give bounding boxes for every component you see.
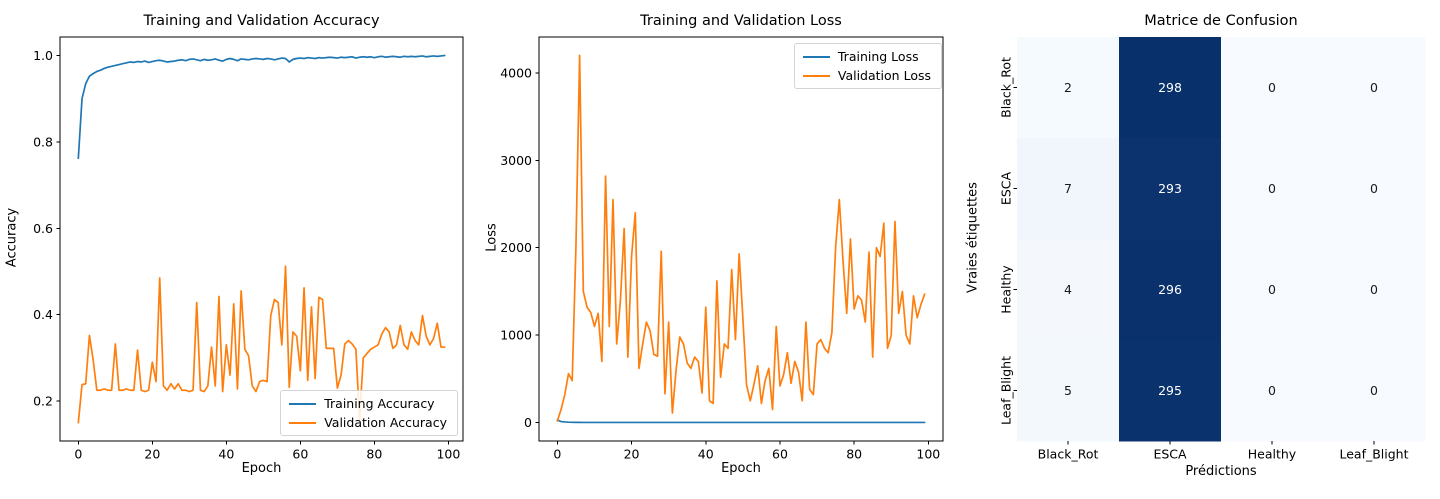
- loss-legend-label: Validation Loss: [837, 68, 931, 83]
- loss-y-tick-label: 1000: [500, 328, 532, 343]
- loss-x-tick-label: 60: [772, 447, 788, 462]
- confusion-cell-Leaf_Blight-Healthy: [1221, 340, 1324, 442]
- confusion-y-tick-label: Black_Rot: [999, 57, 1014, 118]
- loss-legend-swatch: [802, 74, 830, 77]
- loss-legend-item: Training Loss: [802, 49, 931, 64]
- confusion-cell-Healthy-Black_Rot: [1017, 239, 1120, 341]
- confusion-x-tick-label: Leaf_Blight: [1339, 447, 1408, 462]
- loss-y-axis-label: Loss: [484, 223, 500, 252]
- confusion-cell-value: 295: [1158, 383, 1182, 398]
- loss-y-tick-label: 0: [524, 415, 532, 430]
- loss-chart-panel: 0 20 40 60 80 100 0 1000 2000 3000 4000 Training a…: [480, 0, 960, 499]
- loss-legend: Training Loss Validation Loss: [793, 43, 942, 89]
- accuracy-x-tick-label: 0: [74, 447, 82, 462]
- accuracy-legend-label: Training Accuracy: [324, 396, 435, 411]
- accuracy-x-axis-label: Epoch: [241, 461, 282, 476]
- loss-x-tick-label: 20: [624, 447, 640, 462]
- confusion-cell-value: 5: [1064, 383, 1072, 398]
- confusion-cell-value: 7: [1064, 181, 1072, 196]
- accuracy-x-tick-label: 40: [218, 447, 234, 462]
- confusion-matrix-panel: 2 298 0 0 7 293 0 0 4 296 0 0 5 295 0 0 Black_Rot ESCA Hea…: [960, 0, 1440, 499]
- validation-accuracy-line: [77, 265, 446, 424]
- confusion-cell-value: 298: [1158, 80, 1182, 95]
- accuracy-legend-item: Training Accuracy: [289, 396, 447, 411]
- confusion-cell-value: 0: [1268, 80, 1276, 95]
- accuracy-legend-label: Validation Accuracy: [324, 415, 447, 430]
- confusion-matrix-title: Matrice de Confusion: [1144, 13, 1298, 29]
- confusion-matrix-plot-area: 2 298 0 0 7 293 0 0 4 296 0 0 5 295 0 0 Black_Rot ESCA Hea…: [999, 37, 1426, 462]
- loss-x-tick-label: 40: [698, 447, 714, 462]
- loss-y-tick-label: 3000: [500, 153, 532, 168]
- confusion-cell-Healthy-ESCA: [1119, 239, 1222, 341]
- accuracy-axes-frame: [59, 36, 464, 442]
- loss-legend-swatch: [802, 55, 830, 58]
- accuracy-chart-panel: 0 20 40 60 80 100 0.2 0.4 0.6 0.8 1.0 Training and…: [0, 0, 480, 499]
- accuracy-legend-item: Validation Accuracy: [289, 415, 447, 430]
- confusion-cell-value: 4: [1064, 282, 1072, 297]
- training-accuracy-line: [77, 54, 446, 160]
- confusion-cell-value: 0: [1370, 383, 1378, 398]
- confusion-y-tick-label: Healthy: [999, 265, 1014, 314]
- confusion-cell-ESCA-ESCA: [1119, 138, 1222, 240]
- confusion-y-tick-label: Leaf_Blight: [999, 356, 1014, 425]
- accuracy-chart-title: Training and Validation Accuracy: [143, 13, 380, 29]
- loss-y-tick-label: 2000: [500, 240, 532, 255]
- confusion-cell-Black_Rot-Black_Rot: [1017, 37, 1120, 139]
- confusion-x-axis-label: Prédictions: [1185, 464, 1257, 479]
- accuracy-y-axis-label: Accuracy: [4, 207, 20, 268]
- accuracy-legend-swatch: [289, 421, 317, 424]
- confusion-cell-ESCA-Leaf_Blight: [1323, 138, 1426, 240]
- validation-loss-line: [556, 54, 926, 422]
- confusion-x-tick-label: Black_Rot: [1038, 447, 1099, 462]
- confusion-cell-value: 293: [1158, 181, 1182, 196]
- loss-x-tick-label: 100: [916, 447, 940, 462]
- confusion-cell-value: 0: [1370, 80, 1378, 95]
- accuracy-plot-area: 0 20 40 60 80 100 0.2 0.4 0.6 0.8 1.0: [33, 36, 464, 462]
- accuracy-legend-swatch: [289, 402, 317, 405]
- loss-legend-label: Training Loss: [837, 49, 919, 64]
- loss-legend-item: Validation Loss: [802, 68, 931, 83]
- confusion-cell-Black_Rot-Healthy: [1221, 37, 1324, 139]
- confusion-cell-Leaf_Blight-Leaf_Blight: [1323, 340, 1426, 442]
- loss-chart-title: Training and Validation Loss: [640, 13, 842, 29]
- confusion-cell-value: 2: [1064, 80, 1072, 95]
- accuracy-y-tick-label: 0.8: [33, 134, 53, 149]
- confusion-cell-value: 296: [1158, 282, 1182, 297]
- accuracy-x-tick-label: 100: [436, 447, 460, 462]
- loss-x-tick-label: 80: [846, 447, 862, 462]
- confusion-cell-Healthy-Healthy: [1221, 239, 1324, 341]
- confusion-y-tick-label: ESCA: [999, 172, 1014, 206]
- loss-x-tick-label: 0: [553, 447, 561, 462]
- confusion-cell-value: 0: [1268, 282, 1276, 297]
- accuracy-x-tick-label: 20: [144, 447, 160, 462]
- loss-y-tick-label: 4000: [500, 65, 532, 80]
- accuracy-x-tick-label: 80: [366, 447, 382, 462]
- confusion-cell-Healthy-Leaf_Blight: [1323, 239, 1426, 341]
- confusion-cell-Leaf_Blight-ESCA: [1119, 340, 1222, 442]
- accuracy-legend: Training Accuracy Validation Accuracy: [280, 390, 458, 436]
- accuracy-y-tick-label: 1.0: [33, 48, 53, 63]
- loss-x-axis-label: Epoch: [721, 461, 761, 476]
- confusion-cell-Black_Rot-Leaf_Blight: [1323, 37, 1426, 139]
- confusion-cell-value: 0: [1268, 181, 1276, 196]
- confusion-y-axis-label: Vraies étiquettes: [965, 182, 981, 293]
- training-loss-line: [556, 419, 926, 424]
- confusion-cell-ESCA-Healthy: [1221, 138, 1324, 240]
- confusion-cell-ESCA-Black_Rot: [1017, 138, 1120, 240]
- accuracy-y-tick-label: 0.4: [33, 307, 53, 322]
- confusion-cell-value: 0: [1268, 383, 1276, 398]
- loss-axes-frame: [538, 36, 944, 442]
- confusion-cell-Black_Rot-ESCA: [1119, 37, 1222, 139]
- confusion-x-tick-label: Healthy: [1248, 447, 1297, 462]
- accuracy-x-tick-label: 60: [292, 447, 308, 462]
- confusion-cell-Leaf_Blight-Black_Rot: [1017, 340, 1120, 442]
- confusion-x-tick-label: ESCA: [1153, 447, 1187, 462]
- accuracy-y-tick-label: 0.6: [33, 221, 53, 236]
- confusion-cell-value: 0: [1370, 181, 1378, 196]
- accuracy-y-tick-label: 0.2: [33, 394, 53, 409]
- confusion-cell-value: 0: [1370, 282, 1378, 297]
